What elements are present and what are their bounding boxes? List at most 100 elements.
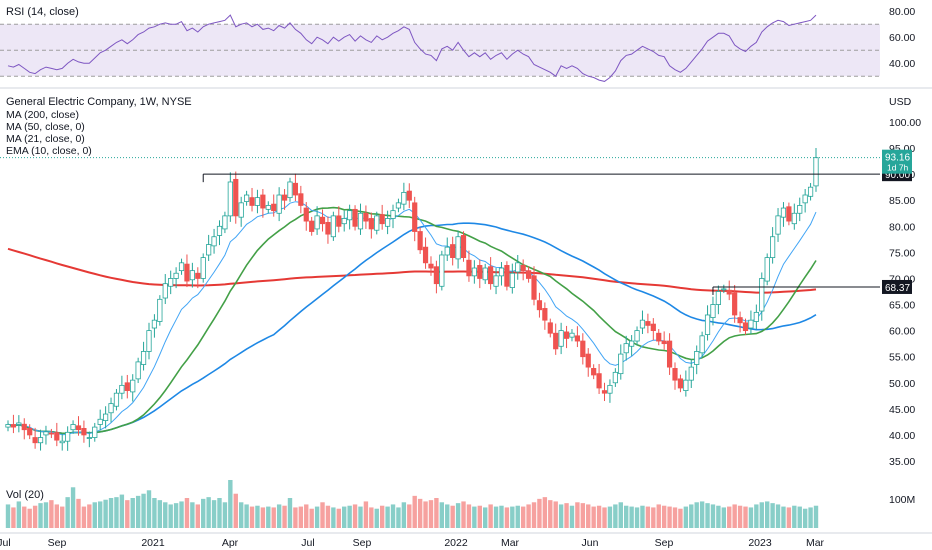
volume-bar: [412, 495, 417, 528]
candle: [618, 353, 624, 375]
candle: [390, 210, 396, 219]
volume-bar: [575, 502, 580, 528]
volume-bar: [27, 508, 32, 528]
candle: [276, 194, 282, 214]
volume-bar: [618, 502, 623, 528]
candle: [753, 311, 759, 322]
volume-bar: [607, 506, 613, 528]
candle: [368, 218, 374, 230]
time-axis-label: Mar: [806, 537, 825, 549]
candle: [146, 330, 152, 352]
volume-bar: [710, 504, 716, 528]
candle: [525, 270, 532, 279]
price-tick-label: 80.00: [889, 221, 915, 233]
volume-bar: [206, 497, 211, 528]
volume-bar: [11, 507, 16, 528]
candle: [401, 192, 407, 205]
candle: [244, 194, 250, 202]
volume-bar: [70, 487, 76, 528]
candle: [173, 272, 179, 279]
candle: [347, 210, 353, 221]
candle: [48, 432, 54, 435]
volume-bar: [537, 498, 542, 528]
candle: [157, 298, 163, 322]
volume-bar: [672, 507, 678, 528]
rsi-tick-label: 80.00: [889, 6, 915, 18]
volume-bar: [347, 505, 352, 528]
candle: [357, 212, 364, 230]
candle: [151, 319, 158, 329]
candle: [715, 291, 721, 305]
volume-bar: [504, 507, 510, 528]
candle: [103, 413, 109, 421]
volume-bar: [727, 506, 732, 528]
volume-bar: [699, 501, 705, 528]
ma50-line: [7, 222, 817, 435]
candle: [184, 263, 190, 282]
candle: [206, 244, 212, 256]
candle: [585, 353, 591, 368]
candle: [287, 181, 293, 199]
time-axis-label: Jul: [301, 537, 314, 549]
candle: [168, 278, 174, 287]
candle: [672, 368, 678, 381]
candles: [5, 148, 819, 451]
volume-bar: [331, 507, 336, 528]
volume-bar: [125, 500, 130, 528]
indicator-legend: MA (200, close)MA (50, close, 0)MA (21, …: [6, 109, 92, 157]
volume-bar: [689, 504, 694, 528]
candle: [591, 368, 597, 376]
volume-bar: [184, 498, 190, 528]
candle: [162, 283, 168, 299]
candle: [433, 266, 440, 285]
volume-bar: [38, 503, 43, 528]
time-axis-label: 2022: [444, 537, 468, 549]
candle: [694, 351, 700, 365]
volume-bar: [385, 506, 390, 528]
candle: [412, 202, 418, 232]
candle: [515, 262, 521, 273]
candle: [309, 220, 315, 232]
volume-bar: [472, 506, 477, 528]
volume-bar: [586, 504, 591, 528]
volume-bar: [114, 497, 119, 528]
candle: [92, 426, 98, 438]
volume-bar: [651, 507, 656, 528]
candle: [363, 212, 369, 222]
candle: [384, 218, 391, 227]
candle: [482, 267, 488, 281]
candle: [688, 366, 694, 381]
ema10-line: [7, 201, 817, 436]
candle: [634, 330, 640, 342]
volume-bar: [309, 508, 314, 528]
candle: [666, 340, 673, 368]
volume-bar: [271, 507, 276, 528]
candle: [271, 203, 277, 212]
price-panel[interactable]: General Electric Company, 1W, NYSE MA (2…: [0, 96, 921, 528]
time-axis-label: Sep: [353, 537, 372, 549]
candle: [569, 332, 575, 338]
volume-bar: [352, 504, 358, 528]
volume-bar: [163, 502, 168, 528]
candle: [27, 428, 33, 436]
price-tick-label: 35.00: [889, 456, 915, 468]
price-tick-label: 75.00: [889, 247, 915, 259]
candle: [764, 257, 770, 282]
volume-bar: [108, 498, 114, 528]
price-tick-label: 45.00: [889, 404, 915, 416]
volume-bar: [363, 501, 369, 528]
candle: [189, 270, 195, 281]
time-axis-label: 2021: [141, 537, 165, 549]
candle: [639, 319, 646, 329]
volume-bar: [515, 505, 520, 528]
candle: [542, 308, 548, 321]
candle: [574, 335, 580, 342]
volume-bar: [358, 506, 363, 528]
candle: [140, 351, 147, 365]
candle: [726, 289, 732, 295]
volume-bar: [396, 507, 401, 528]
candle: [737, 317, 743, 324]
candle: [612, 371, 618, 384]
